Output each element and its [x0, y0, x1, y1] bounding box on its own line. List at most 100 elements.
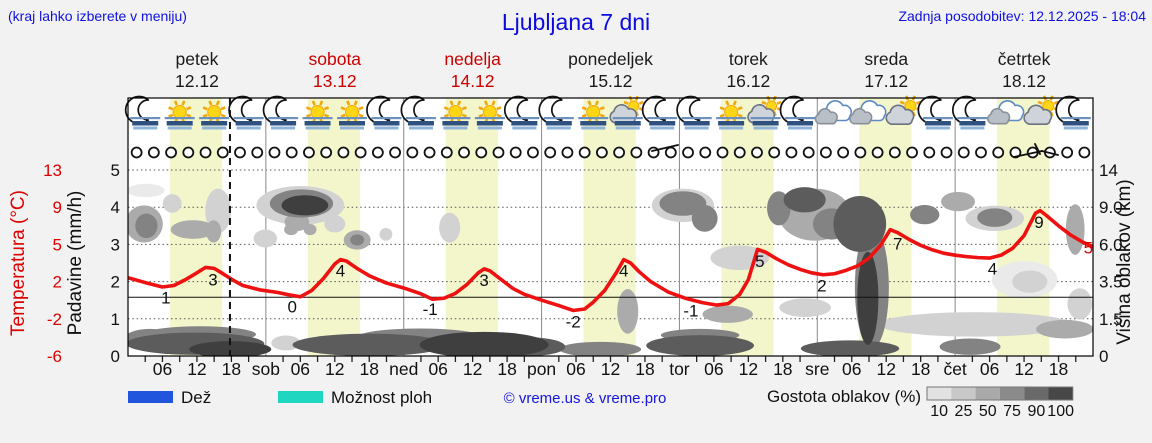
sun-ray	[449, 100, 454, 106]
fog-bar	[130, 117, 161, 120]
sun-ray	[457, 100, 462, 106]
fog-bar	[440, 117, 471, 120]
time-axis-label: 06	[704, 359, 723, 379]
precip-tick-label: 5	[111, 161, 120, 180]
sun-ray	[443, 106, 449, 111]
wind-calm-circle	[165, 146, 177, 159]
wind-calm-circle	[371, 146, 384, 159]
fog-bar	[443, 126, 468, 130]
wind-calm-circle	[957, 146, 970, 159]
cloud-blob	[1065, 204, 1085, 255]
day-name: ponedeljek	[568, 49, 653, 69]
cloud-blob	[350, 234, 365, 246]
wind-calm-circle	[544, 146, 557, 159]
wind-calm-circle	[699, 146, 712, 159]
fog-bar	[647, 117, 678, 120]
wind-calm-circle	[595, 146, 608, 159]
cloud-blob	[271, 335, 301, 351]
cloud-icon	[849, 100, 887, 125]
cloud-shape	[987, 108, 1011, 125]
cloud-blob	[702, 305, 753, 323]
temp-tick-label: 2	[53, 273, 62, 292]
wind-calm-circle	[458, 146, 470, 159]
time-axis-label: sob	[252, 359, 280, 379]
sun-ray	[220, 106, 226, 111]
page-title: Ljubljana 7 dni	[501, 9, 651, 35]
wind-calm-circle	[406, 146, 419, 159]
sun-disc	[345, 105, 360, 119]
fog-bar	[477, 126, 502, 130]
weather-icons	[124, 95, 1091, 130]
sun-ray	[323, 113, 330, 118]
cloud-blob	[135, 213, 158, 239]
fog-bar	[578, 117, 609, 120]
cloud-scale-segment	[999, 387, 1025, 400]
precip-tick-label: 0	[111, 347, 120, 366]
wind-calm-circle	[527, 146, 539, 159]
time-axis-label: 06	[980, 359, 999, 379]
fog-bar	[649, 121, 676, 126]
fog-bar	[752, 121, 779, 126]
time-axis-label: 18	[773, 359, 792, 379]
fog-bar	[684, 126, 709, 130]
sun-ray	[478, 113, 484, 118]
wind-calm-circle	[716, 146, 729, 159]
cloud-blob	[779, 298, 832, 317]
time-axis-label: sre	[805, 359, 829, 379]
fog-bar	[304, 121, 331, 126]
wind-calm-circle	[130, 146, 143, 159]
day-name: torek	[729, 49, 768, 69]
copyright-link[interactable]: © vreme.us & vreme.pro	[504, 390, 667, 407]
time-axis-label: 12	[601, 359, 620, 379]
wind-calm-circle	[199, 146, 212, 159]
fog-bar	[235, 121, 262, 126]
fog-bar	[650, 126, 675, 130]
time-axis-label: 18	[635, 359, 654, 379]
fog-bar	[373, 121, 400, 126]
wind-calm-circle	[389, 146, 401, 159]
sun-ray	[587, 100, 592, 106]
fog-bar	[164, 117, 195, 120]
sun-ray	[358, 113, 364, 118]
fog-bar	[236, 126, 261, 130]
day-date: 14.12	[451, 71, 495, 91]
wind-calm-circle	[492, 146, 505, 159]
sun-ray	[719, 113, 725, 118]
cloud-blob	[857, 251, 879, 345]
wind-calm-circle	[664, 146, 677, 159]
sun-ray	[305, 106, 312, 111]
temp-tick-label: 5	[53, 235, 62, 254]
cloud-blob	[284, 223, 299, 236]
sun-fog-icon	[164, 100, 195, 130]
sun-ray	[168, 106, 174, 111]
fog-bar	[371, 117, 402, 120]
wind-calm-circle	[440, 146, 453, 159]
temp-value-label: -2	[566, 312, 581, 331]
wind-calm-circle	[303, 146, 315, 159]
day-name: sobota	[309, 49, 362, 69]
temp-value-label: 3	[208, 270, 217, 289]
sun-fog-icon	[199, 100, 230, 130]
day-date: 15.12	[589, 71, 633, 91]
wind-calm-circle	[234, 146, 246, 159]
fog-bar	[340, 126, 365, 130]
sun-ray	[599, 113, 605, 118]
temp-tick-label: 9	[53, 198, 62, 217]
cloud-scale-value: 50	[979, 403, 997, 420]
sun-fog-icon	[578, 100, 609, 130]
fog-bar	[545, 121, 572, 126]
wind-calm-circle	[578, 146, 591, 159]
wind-barb	[1034, 143, 1041, 155]
wind-calm-circle	[337, 146, 350, 159]
fog-bar	[339, 121, 366, 126]
fog-bar	[580, 121, 607, 126]
cloud-height-tick-label: 6.0	[1099, 235, 1123, 254]
sun-ray	[638, 100, 644, 105]
fog-bar	[199, 117, 230, 120]
temp-tick-label: -6	[47, 347, 62, 366]
fog-bar	[614, 121, 641, 126]
wind-calm-circle	[682, 146, 694, 159]
wind-symbols	[130, 143, 1091, 159]
legend-label: Dež	[181, 388, 211, 407]
temp-value-label: 3	[479, 271, 488, 290]
